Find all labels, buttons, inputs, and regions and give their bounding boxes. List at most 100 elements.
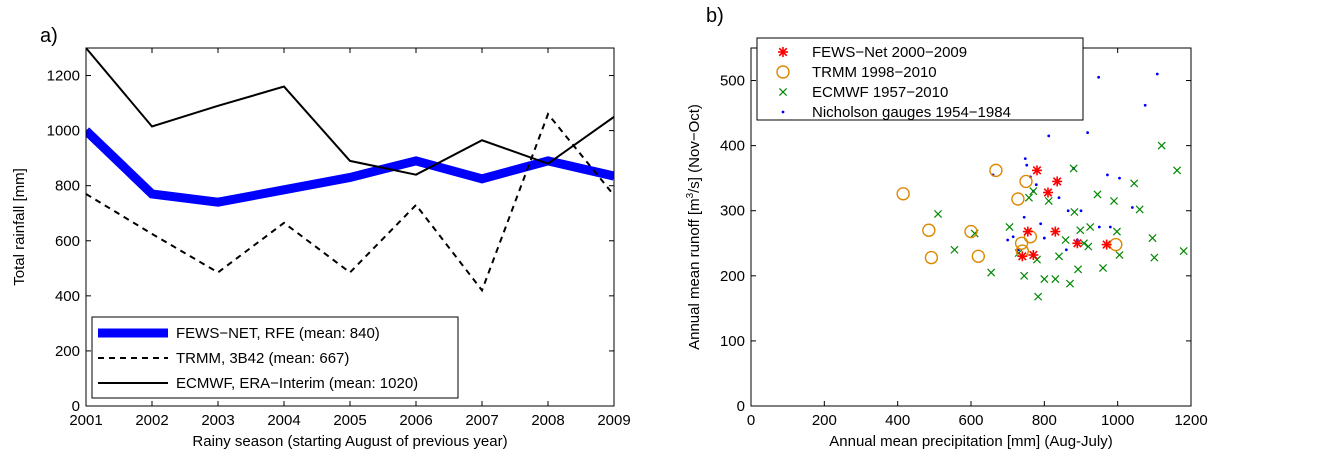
panel-b-y-label-sup: 3 — [685, 192, 696, 198]
panel-a-y-axis: 0 200 400 600 800 1000 1200 — [47, 68, 614, 415]
panel-b-point-x — [1070, 208, 1079, 217]
panel-b-x-tick-label: 200 — [812, 412, 837, 429]
panel-b-point-dot — [1108, 225, 1112, 229]
panel-b-point-dot — [1143, 103, 1147, 107]
panel-a-x-tick-label: 2007 — [465, 412, 498, 429]
panel-b-point-x — [1069, 164, 1078, 173]
panel-b-point-x — [950, 245, 959, 254]
panel-b-point-asterisk — [1022, 226, 1033, 237]
panel-a-legend-label: TRMM, 3B42 (mean: 667) — [176, 350, 349, 367]
panel-b-x-tick-label: 600 — [958, 412, 983, 429]
panel-b-y-tick-label: 200 — [720, 268, 745, 285]
panel-b-point-x — [1076, 226, 1085, 235]
panel-a-axes-box — [85, 47, 615, 407]
panel-a-legend-label: FEWS−NET, RFE (mean: 840) — [176, 325, 380, 342]
panel-a-series-line-2 — [86, 48, 614, 176]
panel-b-x-tick-label: 1200 — [1174, 412, 1207, 429]
panel-b-point-dot — [1130, 206, 1134, 209]
panel-b-y-label-prefix: Annual mean runoff [m — [686, 198, 703, 349]
panel-b-point-circle — [896, 187, 910, 201]
panel-b-point-dot — [1079, 209, 1083, 213]
panel-b: b) 0 100 200 300 400 500 0 200 400 600 800 1000 120… — [685, 5, 1208, 450]
panel-a-y-tick-label: 1000 — [47, 123, 80, 140]
panel-a-y-tick-label: 200 — [55, 343, 80, 360]
panel-b-point-dot — [1064, 248, 1068, 252]
panel-b-legend-marker — [778, 47, 788, 57]
panel-b-x-label: Annual mean precipitation [mm] (Aug-July… — [829, 433, 1112, 450]
panel-b-point-x — [1029, 187, 1038, 196]
panel-b-point-x — [1054, 252, 1064, 261]
panel-b-point-dot — [1097, 75, 1100, 79]
panel-a-legend: FEWS−NET, RFE (mean: 840) TRMM, 3B42 (mea… — [91, 316, 459, 399]
panel-a-y-label: Total rainfall [mm] — [11, 168, 28, 286]
panel-b-point-dot — [1034, 183, 1038, 187]
panel-b-legend-label: Nicholson gauges 1954−1984 — [812, 104, 1011, 121]
panel-b-point-dot — [1011, 235, 1015, 239]
panel-a-x-tick-label: 2006 — [399, 412, 432, 429]
panel-b-point-x — [1034, 292, 1043, 301]
panel-b-point-circle — [1019, 174, 1033, 189]
panel-b-legend-marker — [778, 87, 788, 97]
panel-b-label: b) — [706, 5, 724, 27]
panel-a-y-tick-label: 600 — [55, 233, 80, 250]
panel-a-series-line-1 — [86, 112, 614, 293]
panel-a-series-line-0 — [86, 127, 614, 207]
panel-b-point-circle — [964, 224, 978, 239]
panel-b-legend-marker — [781, 110, 785, 114]
panel-b-point-x — [1098, 263, 1108, 273]
panel-b-legend-box — [756, 37, 1084, 121]
panel-a-x-label: Rainy season (starting August of previou… — [192, 433, 507, 450]
panel-b-point-circle — [924, 250, 939, 265]
panel-a-x-tick-label: 2008 — [531, 412, 564, 429]
panel-b-x-tick-label: 0 — [747, 412, 755, 429]
panel-b-point-x — [1086, 222, 1095, 232]
panel-b-point-dot — [1042, 236, 1046, 240]
panel-a-x-tick-label: 2002 — [135, 412, 168, 429]
panel-b-point-asterisk — [1032, 165, 1042, 176]
panel-b-point-dot — [1118, 176, 1121, 180]
panel-a-legend-label: ECMWF, ERA−Interim (mean: 1020) — [176, 375, 418, 392]
panel-b-point-x — [1044, 196, 1053, 205]
panel-b-point-dot — [1022, 215, 1026, 219]
panel-b-legend: FEWS−Net 2000−2009 TRMM 1998−2010 ECMWF 19… — [756, 37, 1084, 121]
panel-a-x-axis: 2001 2002 2003 2004 2005 2006 2007 2008 2009 — [69, 48, 631, 429]
panel-a-y-tick-label: 800 — [55, 178, 80, 195]
panel-b-point-x — [1084, 242, 1093, 251]
panel-a-x-tick-label: 2005 — [333, 412, 366, 429]
panel-b-point-x — [1079, 239, 1088, 248]
panel-b-point-dot — [1039, 222, 1043, 226]
panel-b-point-x — [933, 209, 943, 219]
panel-b-point-circle — [1014, 236, 1029, 250]
panel-b-point-x — [1109, 196, 1119, 205]
panel-b-point-dot — [1155, 72, 1159, 76]
panel-b-point-x — [1130, 179, 1139, 188]
panel-b-point-dot — [1006, 238, 1010, 242]
panel-a-y-tick-label: 400 — [55, 288, 80, 305]
panel-b-point-x — [1115, 250, 1124, 260]
panel-b-x-axis: 0 200 400 600 800 1000 1200 — [747, 48, 1208, 429]
panel-b-y-tick-label: 300 — [720, 203, 745, 220]
panel-b-point-asterisk — [1072, 238, 1083, 249]
panel-a-x-tick-label: 2004 — [267, 412, 300, 429]
panel-a-x-tick-label: 2003 — [201, 412, 234, 429]
panel-b-point-asterisk — [1043, 187, 1053, 198]
panel-b-y-tick-label: 400 — [720, 138, 745, 155]
panel-b-x-tick-label: 400 — [885, 412, 910, 429]
panel-b-legend-marker — [776, 65, 790, 79]
panel-b-point-asterisk — [1052, 176, 1063, 187]
panel-b-point-x — [987, 268, 996, 277]
panel-b-point-x — [1040, 275, 1049, 284]
panel-b-point-dot — [1025, 163, 1029, 167]
panel-b-point-dot — [1047, 134, 1051, 138]
panel-b-point-circle — [1011, 192, 1025, 206]
panel-b-y-label-suffix: /s] (Nov−Oct) — [686, 104, 703, 193]
panel-b-point-x — [1061, 235, 1070, 245]
panel-b-y-tick-label: 100 — [720, 333, 745, 350]
panel-b-point-asterisk — [1050, 226, 1061, 237]
panel-b-y-tick-label: 0 — [737, 398, 745, 415]
panel-b-point-dot — [1023, 157, 1027, 161]
panel-b-point-x — [1150, 253, 1159, 262]
panel-b-plot-area — [896, 72, 1188, 301]
